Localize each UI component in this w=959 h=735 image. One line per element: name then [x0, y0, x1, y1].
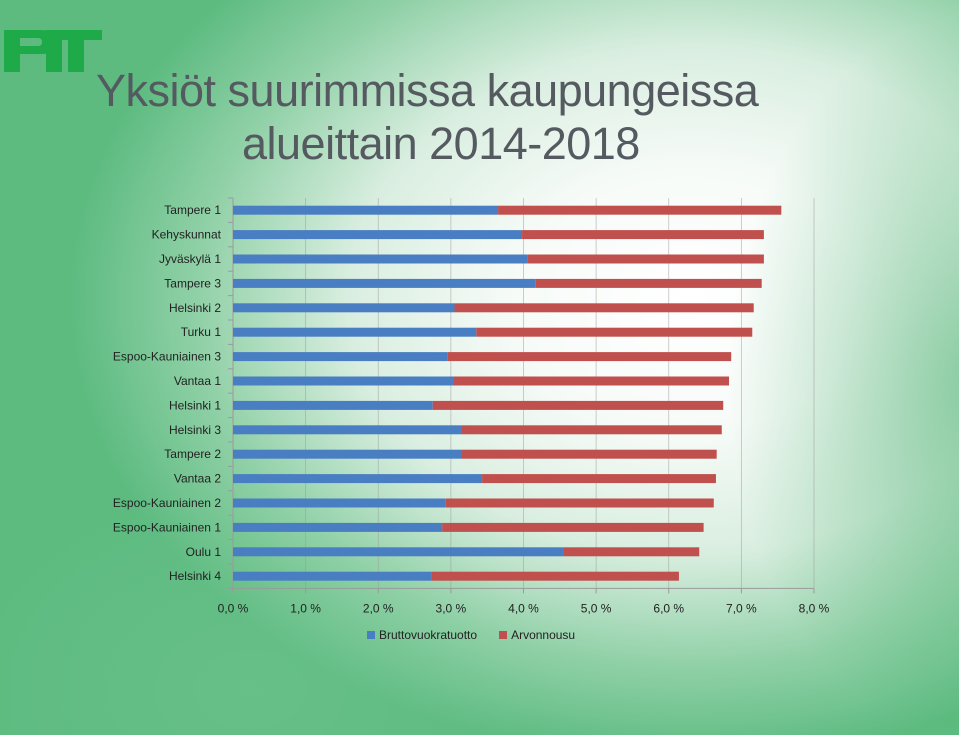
ptt-logo-mark	[4, 30, 102, 72]
y-tick-label: Kehyskunnat	[152, 228, 222, 242]
y-tick-label: Tampere 1	[164, 203, 221, 217]
legend-item-series1: Bruttovuokratuotto	[367, 628, 477, 642]
bar-bruttovuokratuotto	[233, 205, 499, 215]
bar-bruttovuokratuotto	[233, 449, 462, 459]
bar-bruttovuokratuotto	[233, 254, 528, 264]
bar-arvonnousu	[461, 425, 722, 435]
bar-arvonnousu	[461, 449, 717, 459]
bar-bruttovuokratuotto	[233, 230, 523, 240]
x-tick-label: 7,0 %	[726, 601, 757, 615]
ptt-logo	[4, 30, 102, 72]
y-tick-label: Tampere 3	[164, 276, 221, 290]
bar-arvonnousu	[535, 278, 762, 288]
y-tick-label: Espoo-Kauniainen 3	[113, 350, 221, 364]
y-tick-label: Espoo-Kauniainen 2	[113, 496, 221, 510]
bar-bruttovuokratuotto	[233, 278, 536, 288]
title-line-2: alueittain 2014-2018	[242, 118, 640, 169]
bar-arvonnousu	[447, 352, 732, 362]
y-tick-label: Oulu 1	[186, 545, 222, 559]
page-title: Yksiöt suurimmissa kaupungeissa alueitta…	[96, 64, 916, 170]
y-tick-label: Helsinki 2	[169, 301, 221, 315]
bar-arvonnousu	[442, 522, 704, 532]
x-tick-label: 0,0 %	[218, 601, 249, 615]
bar-arvonnousu	[454, 303, 754, 313]
y-tick-label: Espoo-Kauniainen 1	[113, 520, 221, 534]
bar-arvonnousu	[527, 254, 764, 264]
bar-bruttovuokratuotto	[233, 376, 454, 386]
bar-arvonnousu	[432, 400, 724, 410]
legend-item-series2: Arvonnousu	[499, 628, 575, 642]
bar-bruttovuokratuotto	[233, 571, 432, 581]
bar-arvonnousu	[476, 327, 753, 337]
x-tick-label: 5,0 %	[581, 601, 612, 615]
x-tick-label: 1,0 %	[290, 601, 321, 615]
legend-swatch-series1	[367, 631, 375, 639]
y-tick-label: Vantaa 1	[174, 374, 221, 388]
bar-bruttovuokratuotto	[233, 522, 443, 532]
x-tick-label: 8,0 %	[799, 601, 830, 615]
y-tick-label: Helsinki 1	[169, 398, 221, 412]
bar-arvonnousu	[522, 230, 764, 240]
x-tick-label: 2,0 %	[363, 601, 394, 615]
bar-bruttovuokratuotto	[233, 352, 448, 362]
y-tick-label: Vantaa 2	[174, 472, 221, 486]
bar-bruttovuokratuotto	[233, 498, 446, 508]
x-tick-label: 4,0 %	[508, 601, 539, 615]
bar-bruttovuokratuotto	[233, 474, 483, 484]
legend-swatch-series2	[499, 631, 508, 639]
y-tick-label: Tampere 2	[164, 447, 221, 461]
y-tick-label: Turku 1	[181, 325, 222, 339]
bar-bruttovuokratuotto	[233, 303, 455, 313]
bar-bruttovuokratuotto	[233, 425, 462, 435]
x-tick-label: 6,0 %	[653, 601, 684, 615]
bar-arvonnousu	[431, 571, 679, 581]
x-tick-label: 3,0 %	[436, 601, 467, 615]
legend-label-series2: Arvonnousu	[511, 628, 576, 642]
bar-arvonnousu	[453, 376, 730, 386]
stacked-bar-chart: 0,0 % 1,0 % 2,0 % 3,0 % 4,0 % 5,0 % 6,0 % 7,0 %…	[113, 197, 830, 615]
bar-bruttovuokratuotto	[233, 327, 477, 337]
y-tick-label: Jyväskylä 1	[159, 252, 221, 266]
bar-bruttovuokratuotto	[233, 400, 433, 410]
bar-bruttovuokratuotto	[233, 547, 564, 557]
chart-legend: Bruttovuokratuotto Arvonnousu	[367, 628, 575, 642]
legend-label-series1: Bruttovuokratuotto	[379, 628, 478, 642]
y-tick-label: Helsinki 4	[169, 569, 221, 583]
y-tick-label: Helsinki 3	[169, 423, 221, 437]
bar-arvonnousu	[445, 498, 714, 508]
bar-arvonnousu	[482, 474, 716, 484]
title-line-1: Yksiöt suurimmissa kaupungeissa	[96, 65, 759, 116]
bar-arvonnousu	[498, 205, 782, 215]
bar-arvonnousu	[563, 547, 700, 557]
